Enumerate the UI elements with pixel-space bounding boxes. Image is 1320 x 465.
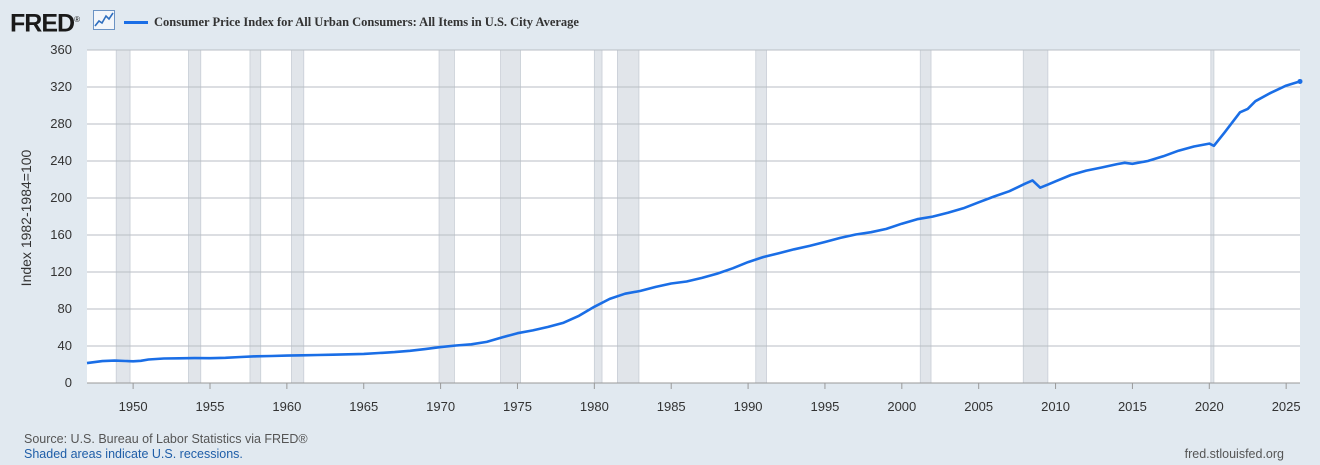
recession-band-11 xyxy=(1022,49,1049,384)
x-tick-label-1995: 1995 xyxy=(810,399,839,414)
y-tick-label-80: 80 xyxy=(58,301,72,316)
site-url[interactable]: fred.stlouisfed.org xyxy=(1184,447,1284,461)
x-tick-label-2005: 2005 xyxy=(964,399,993,414)
y-tick-label-320: 320 xyxy=(50,79,72,94)
x-tick-label-1975: 1975 xyxy=(503,399,532,414)
recession-band-2 xyxy=(188,49,202,384)
chart-line-icon[interactable] xyxy=(93,10,115,30)
legend-swatch xyxy=(124,20,148,24)
fred-logo[interactable]: FRED® xyxy=(10,6,80,37)
y-tick-label-0: 0 xyxy=(65,375,72,390)
x-tick-label-1985: 1985 xyxy=(657,399,686,414)
chart-legend: Consumer Price Index for All Urban Consu… xyxy=(124,13,579,31)
chart-title[interactable]: Consumer Price Index for All Urban Consu… xyxy=(154,14,579,29)
x-tick-label-1955: 1955 xyxy=(196,399,225,414)
x-tick-label-1970: 1970 xyxy=(426,399,455,414)
fred-logo-text: FRED xyxy=(10,9,75,38)
y-tick-label-200: 200 xyxy=(50,190,72,205)
y-axis-ticks: 0 40 80 120 160 200 240 280 320 360 xyxy=(50,42,72,390)
source-note: Source: U.S. Bureau of Labor Statistics … xyxy=(24,432,308,446)
recession-band-5 xyxy=(438,49,455,384)
recession-band-4 xyxy=(291,49,305,384)
recession-band-8 xyxy=(616,49,640,384)
plot-area xyxy=(87,50,1300,383)
x-tick-label-2015: 2015 xyxy=(1118,399,1147,414)
cpi-series-line[interactable] xyxy=(86,80,1301,365)
y-tick-label-160: 160 xyxy=(50,227,72,242)
y-axis-label: Index 1982-1984=100 xyxy=(18,149,34,286)
y-tick-label-120: 120 xyxy=(50,264,72,279)
x-tick-label-2025: 2025 xyxy=(1272,399,1301,414)
y-tick-label-40: 40 xyxy=(58,338,72,353)
recession-band-3 xyxy=(249,49,262,384)
y-tick-label-360: 360 xyxy=(50,42,72,57)
x-tick-label-1990: 1990 xyxy=(734,399,763,414)
x-tick-label-1950: 1950 xyxy=(119,399,148,414)
y-tick-label-240: 240 xyxy=(50,153,72,168)
x-tick-label-2010: 2010 xyxy=(1041,399,1070,414)
x-axis-ticks: 1950 1955 1960 1965 1970 1975 1980 1985 1990 1995… xyxy=(87,382,1301,414)
x-tick-label-1980: 1980 xyxy=(580,399,609,414)
x-tick-label-2020: 2020 xyxy=(1195,399,1224,414)
series-end-marker[interactable] xyxy=(1297,78,1303,84)
recession-band-1 xyxy=(115,49,131,384)
x-tick-label-2000: 2000 xyxy=(887,399,916,414)
recession-band-9 xyxy=(755,49,767,384)
recession-note-link[interactable]: Shaded areas indicate U.S. recessions. xyxy=(24,447,243,461)
logo-registered-mark: ® xyxy=(74,15,80,24)
x-tick-label-1960: 1960 xyxy=(272,399,301,414)
recession-band-7 xyxy=(593,49,603,384)
y-tick-label-280: 280 xyxy=(50,116,72,131)
gridlines xyxy=(87,49,1300,384)
x-tick-label-1965: 1965 xyxy=(349,399,378,414)
recession-band-12 xyxy=(1210,49,1215,384)
